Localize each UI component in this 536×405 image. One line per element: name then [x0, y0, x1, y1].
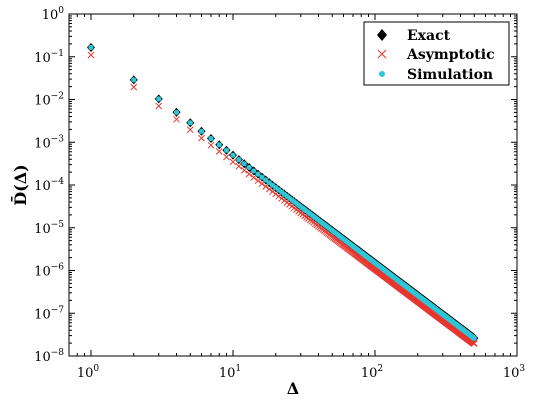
y-tick-label-exponent: 0 [58, 6, 64, 16]
series-simulation [88, 44, 477, 341]
y-tick-label-base: 10 [34, 94, 51, 109]
legend-marker-simulation [379, 71, 385, 77]
plot-area [86, 42, 479, 347]
y-tick-label-exponent: −2 [51, 92, 64, 102]
y-tick-label: 10−1 [34, 49, 64, 66]
series-asymptotic [87, 51, 478, 347]
x-tick-label-exponent: 0 [93, 364, 99, 374]
simulation-point [156, 96, 162, 102]
y-tick-label-exponent: −6 [51, 263, 65, 273]
asymptotic-point [198, 134, 205, 142]
y-tick-label-exponent: −3 [51, 134, 65, 144]
x-tick-label-exponent: 1 [235, 364, 241, 374]
asymptotic-point [186, 126, 194, 134]
simulation-point [471, 335, 477, 341]
x-tick-label-exponent: 3 [519, 364, 525, 374]
y-tick-label-base: 10 [34, 179, 51, 194]
y-axis-title-argument: (Δ) [11, 164, 30, 192]
asymptotic-point [207, 141, 215, 149]
x-tick-label: 100 [77, 364, 100, 381]
asymptotic-point [155, 102, 163, 110]
y-axis-title: D̄(Δ) [10, 164, 30, 205]
legend: Exact Asymptotic Simulation [363, 21, 510, 86]
legend-marker-exact [377, 29, 387, 41]
y-tick-label-exponent: −8 [51, 348, 65, 358]
y-tick-label: 10−6 [34, 263, 64, 280]
x-tick-label: 103 [503, 364, 526, 381]
y-tick-label-base: 10 [34, 307, 51, 322]
asymptotic-point [130, 83, 138, 91]
asymptotic-point [223, 153, 230, 161]
legend-label-simulation: Simulation [407, 67, 493, 83]
y-tick-label-base: 10 [34, 136, 51, 151]
x-tick-label-base: 10 [77, 366, 94, 381]
asymptotic-point [250, 174, 258, 181]
x-tick-label: 101 [219, 364, 241, 381]
simulation-point [246, 164, 252, 171]
simulation-point [263, 177, 269, 183]
simulation-point [216, 142, 222, 148]
y-tick-label: 10−7 [34, 305, 64, 322]
simulation-point [251, 168, 257, 174]
simulation-point [88, 44, 94, 51]
asymptotic-point [173, 115, 180, 123]
y-tick-label: 10−5 [34, 220, 64, 237]
x-tick-label-base: 10 [219, 366, 236, 381]
y-tick-label-exponent: −1 [51, 49, 64, 59]
asymptotic-point [470, 340, 478, 347]
y-tick-label-exponent: −4 [51, 177, 65, 187]
x-tick-label-exponent: 2 [377, 364, 383, 374]
y-tick-label-base: 10 [34, 265, 51, 280]
y-tick-label-exponent: −5 [51, 220, 65, 230]
x-tick-label: 102 [361, 364, 383, 381]
y-tick-label: 10−3 [34, 134, 64, 151]
x-tick-label-base: 10 [361, 366, 378, 381]
simulation-point [236, 157, 242, 163]
simulation-point [131, 77, 137, 83]
y-tick-label-base: 10 [34, 51, 51, 66]
asymptotic-point [240, 166, 248, 174]
legend-marker-asymptotic [377, 49, 387, 59]
y-axis-title-symbol: D̄ [10, 192, 30, 206]
asymptotic-point [245, 170, 253, 178]
simulation-point [173, 109, 180, 115]
simulation-point [259, 174, 265, 180]
y-tick-label-base: 10 [34, 222, 51, 237]
y-tick-label-base: 10 [42, 8, 59, 23]
simulation-point [187, 120, 193, 126]
simulation-point [241, 161, 247, 167]
y-tick-label-exponent: −7 [51, 305, 65, 315]
y-tick-label: 100 [42, 6, 65, 23]
legend-label-exact: Exact [407, 28, 451, 44]
y-tick-label-base: 10 [34, 350, 51, 365]
asymptotic-point [215, 148, 223, 155]
y-tick-label: 10−8 [34, 348, 64, 365]
x-axis-title: Δ [287, 379, 299, 398]
simulation-point [198, 128, 205, 134]
x-tick-label-base: 10 [503, 366, 520, 381]
y-tick-label: 10−2 [34, 92, 64, 109]
axis-ticks: 100 101 102 10310−810−710−610−510−410−310−2… [34, 6, 525, 381]
y-tick-label: 10−4 [34, 177, 64, 194]
asymptotic-point [229, 158, 237, 166]
asymptotic-point [235, 162, 243, 170]
simulation-point [208, 135, 214, 142]
simulation-point [255, 171, 261, 177]
legend-box [363, 21, 510, 86]
simulation-point [230, 152, 236, 158]
legend-label-asymptotic: Asymptotic [406, 47, 495, 63]
asymptotic-point [87, 51, 95, 59]
simulation-point [223, 147, 230, 153]
